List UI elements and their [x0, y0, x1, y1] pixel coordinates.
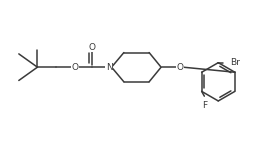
Text: O: O: [71, 63, 78, 72]
Text: O: O: [89, 43, 95, 52]
Text: Br: Br: [231, 58, 240, 67]
Text: O: O: [176, 63, 183, 72]
Text: F: F: [202, 101, 207, 110]
Text: N: N: [106, 63, 113, 72]
